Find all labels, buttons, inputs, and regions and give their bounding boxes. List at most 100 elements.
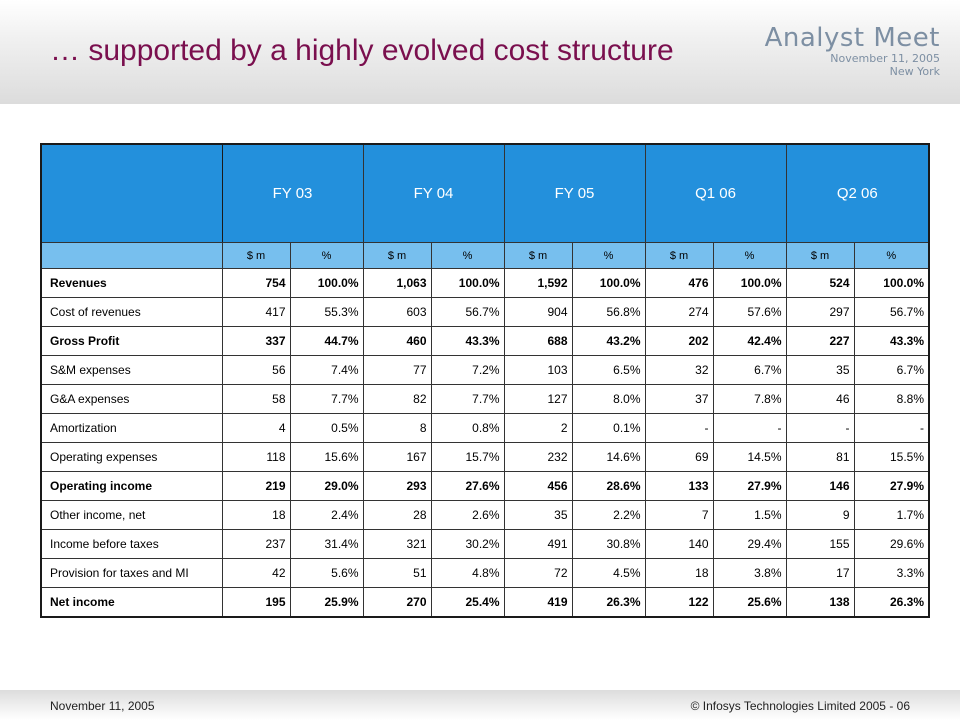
amount-cell: 81 — [785, 442, 855, 472]
row-label: Income before taxes — [40, 529, 223, 559]
table-row: Amortization 4 0.5% 8 0.8% 2 0.1% - - - - — [40, 413, 930, 443]
amount-cell: 297 — [785, 297, 855, 327]
percent-cell: 44.7% — [289, 326, 364, 356]
percent-cell: 27.9% — [712, 471, 787, 501]
row-label: S&M expenses — [40, 355, 223, 385]
percent-cell: 43.2% — [571, 326, 646, 356]
percent-cell: 15.6% — [289, 442, 364, 472]
table-row: Provision for taxes and MI 42 5.6% 51 4.8% 72… — [40, 558, 930, 588]
percent-cell: 100.0% — [430, 268, 505, 298]
percent-cell: 6.7% — [853, 355, 930, 385]
percent-cell: 2.4% — [289, 500, 364, 530]
percent-cell: 25.4% — [430, 587, 505, 618]
unit-header-percent: % — [712, 242, 787, 269]
amount-cell: 4 — [221, 413, 291, 443]
amount-cell: 688 — [503, 326, 573, 356]
amount-cell: 202 — [644, 326, 714, 356]
amount-cell: 146 — [785, 471, 855, 501]
unit-header-amount: $ m — [785, 242, 855, 269]
unit-header-percent: % — [571, 242, 646, 269]
amount-cell: 32 — [644, 355, 714, 385]
unit-header-corner-cell — [40, 242, 223, 269]
amount-cell: 293 — [362, 471, 432, 501]
amount-cell: 17 — [785, 558, 855, 588]
period-header: FY 03 — [221, 143, 364, 243]
percent-cell: 27.9% — [853, 471, 930, 501]
amount-cell: 28 — [362, 500, 432, 530]
amount-cell: 237 — [221, 529, 291, 559]
row-label: Operating income — [40, 471, 223, 501]
percent-cell: 28.6% — [571, 471, 646, 501]
percent-cell: 2.6% — [430, 500, 505, 530]
period-header-row: FY 03 FY 04 FY 05 Q1 06 Q2 06 — [40, 143, 930, 243]
percent-cell: 100.0% — [289, 268, 364, 298]
amount-cell: 18 — [221, 500, 291, 530]
table-row: Cost of revenues 417 55.3% 603 56.7% 904 56.8%… — [40, 297, 930, 327]
brand-name: Analyst Meet — [764, 23, 940, 53]
amount-cell: 419 — [503, 587, 573, 618]
percent-cell: 8.0% — [571, 384, 646, 414]
percent-cell: 55.3% — [289, 297, 364, 327]
amount-cell: 417 — [221, 297, 291, 327]
financial-table: FY 03 FY 04 FY 05 Q1 06 Q2 06 $ m % $ m … — [40, 143, 930, 618]
percent-cell: 7.7% — [430, 384, 505, 414]
row-label: Gross Profit — [40, 326, 223, 356]
percent-cell: 56.7% — [430, 297, 505, 327]
percent-cell: 0.8% — [430, 413, 505, 443]
percent-cell: 100.0% — [712, 268, 787, 298]
percent-cell: 3.3% — [853, 558, 930, 588]
amount-cell: 42 — [221, 558, 291, 588]
percent-cell: 29.4% — [712, 529, 787, 559]
unit-header-row: $ m % $ m % $ m % $ m % $ m % — [40, 242, 930, 269]
amount-cell: 46 — [785, 384, 855, 414]
percent-cell: 5.6% — [289, 558, 364, 588]
amount-cell: 72 — [503, 558, 573, 588]
amount-cell: 35 — [503, 500, 573, 530]
percent-cell: 56.7% — [853, 297, 930, 327]
percent-cell: 7.8% — [712, 384, 787, 414]
unit-header-amount: $ m — [362, 242, 432, 269]
amount-cell: 7 — [644, 500, 714, 530]
amount-cell: 603 — [362, 297, 432, 327]
row-label: Net income — [40, 587, 223, 618]
unit-header-amount: $ m — [644, 242, 714, 269]
percent-cell: 26.3% — [853, 587, 930, 618]
percent-cell: 4.8% — [430, 558, 505, 588]
amount-cell: 69 — [644, 442, 714, 472]
unit-header-percent: % — [289, 242, 364, 269]
period-header: FY 05 — [503, 143, 646, 243]
amount-cell: - — [644, 413, 714, 443]
brand-location: New York — [889, 65, 940, 78]
amount-cell: 103 — [503, 355, 573, 385]
percent-cell: 25.6% — [712, 587, 787, 618]
percent-cell: 43.3% — [430, 326, 505, 356]
amount-cell: 127 — [503, 384, 573, 414]
amount-cell: 219 — [221, 471, 291, 501]
brand-date: November 11, 2005 — [830, 52, 940, 65]
amount-cell: 476 — [644, 268, 714, 298]
percent-cell: 14.5% — [712, 442, 787, 472]
table-row: Operating expenses 118 15.6% 167 15.7% 232 14.… — [40, 442, 930, 472]
amount-cell: 195 — [221, 587, 291, 618]
amount-cell: 904 — [503, 297, 573, 327]
amount-cell: 274 — [644, 297, 714, 327]
percent-cell: 100.0% — [571, 268, 646, 298]
amount-cell: 1,592 — [503, 268, 573, 298]
unit-header-percent: % — [430, 242, 505, 269]
slide-title: … supported by a highly evolved cost str… — [50, 34, 674, 67]
percent-cell: 42.4% — [712, 326, 787, 356]
amount-cell: 122 — [644, 587, 714, 618]
percent-cell: 3.8% — [712, 558, 787, 588]
row-label: Revenues — [40, 268, 223, 298]
amount-cell: 8 — [362, 413, 432, 443]
percent-cell: 8.8% — [853, 384, 930, 414]
footer-copyright: © Infosys Technologies Limited 2005 - 06 — [690, 699, 910, 713]
brand-block: Analyst Meet November 11, 2005 New York — [765, 24, 940, 78]
amount-cell: 133 — [644, 471, 714, 501]
row-label: Operating expenses — [40, 442, 223, 472]
amount-cell: 51 — [362, 558, 432, 588]
percent-cell: 1.7% — [853, 500, 930, 530]
percent-cell: - — [853, 413, 930, 443]
amount-cell: 232 — [503, 442, 573, 472]
percent-cell: 4.5% — [571, 558, 646, 588]
